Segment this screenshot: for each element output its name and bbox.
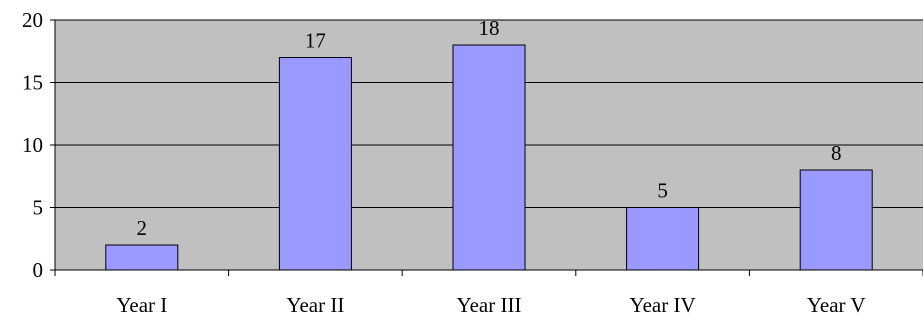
- y-tick-label: 20: [22, 8, 43, 32]
- data-label: 5: [657, 179, 668, 203]
- bar-year-iv: [626, 207, 700, 271]
- x-category-label: Year IV: [630, 293, 696, 317]
- x-category-label: Year V: [807, 293, 866, 317]
- axes: [50, 19, 923, 276]
- bar-year-i: [105, 244, 179, 271]
- bars: [105, 44, 873, 271]
- data-label: 18: [479, 16, 500, 40]
- bar-year-iii: [452, 44, 526, 271]
- bar-year-v: [799, 169, 873, 271]
- y-tick-label: 5: [33, 196, 44, 220]
- x-tick-labels: Year I Year II Year III Year IV Year V: [116, 293, 865, 317]
- y-tick-labels: 0 5 10 15 20: [22, 8, 43, 282]
- data-label: 8: [831, 141, 842, 165]
- data-label: 17: [305, 29, 326, 53]
- y-tick-label: 10: [22, 133, 43, 157]
- x-category-label: Year I: [116, 293, 167, 317]
- data-labels: 2 17 18 5 8: [137, 16, 842, 240]
- x-category-label: Year III: [457, 293, 522, 317]
- y-tick-label: 15: [22, 71, 43, 95]
- x-category-label: Year II: [286, 293, 344, 317]
- y-tick-label: 0: [33, 258, 44, 282]
- bar-year-ii: [278, 57, 352, 271]
- data-label: 2: [137, 216, 148, 240]
